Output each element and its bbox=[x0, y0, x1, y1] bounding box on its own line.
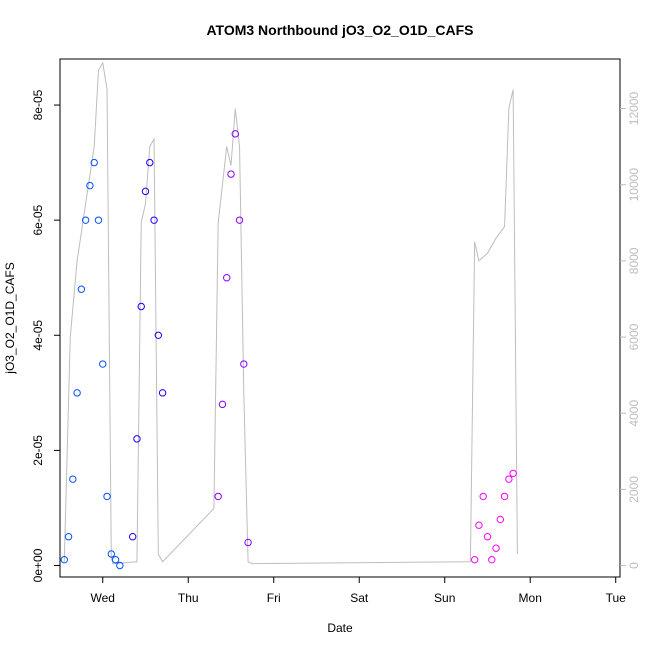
y2-tick-label: 10000 bbox=[627, 168, 641, 202]
data-point bbox=[81, 216, 90, 224]
x-tick-label: Wed bbox=[91, 591, 115, 605]
points-layer bbox=[60, 130, 517, 570]
data-point bbox=[99, 360, 107, 368]
y-axis-label: jO3_O2_O1D_CAFS bbox=[3, 262, 17, 374]
data-point bbox=[235, 216, 244, 224]
data-point bbox=[73, 389, 81, 397]
y-tick-label: 0e+00 bbox=[31, 548, 45, 582]
data-point bbox=[231, 130, 239, 138]
data-point bbox=[488, 556, 496, 564]
data-point bbox=[154, 331, 163, 339]
y-tick-label: 4e-05 bbox=[31, 320, 45, 351]
data-point bbox=[483, 533, 492, 541]
secondary-series-line bbox=[63, 61, 518, 565]
data-point bbox=[133, 435, 141, 443]
data-point bbox=[492, 544, 500, 552]
data-point bbox=[107, 550, 115, 558]
data-point bbox=[86, 181, 94, 190]
data-point bbox=[150, 216, 158, 224]
y-tick-label: 6e-05 bbox=[31, 204, 45, 235]
x-tick-label: Thu bbox=[178, 591, 199, 605]
data-point bbox=[128, 533, 137, 541]
x-tick-label: Fri bbox=[267, 591, 281, 605]
secondary-line-layer bbox=[63, 61, 518, 565]
data-point bbox=[496, 515, 505, 524]
data-point bbox=[94, 216, 103, 224]
chart-title: ATOM3 Northbound jO3_O2_O1D_CAFS bbox=[206, 22, 473, 38]
data-point bbox=[141, 187, 150, 196]
x-tick-label: Sun bbox=[434, 591, 455, 605]
data-point bbox=[479, 492, 487, 501]
y2-tick-label: 6000 bbox=[627, 323, 641, 350]
data-point bbox=[500, 492, 509, 501]
data-point bbox=[475, 521, 483, 529]
data-point bbox=[64, 533, 73, 541]
y-tick-label: 2e-05 bbox=[31, 435, 45, 466]
y2-tick-label: 0 bbox=[627, 562, 641, 569]
data-point bbox=[137, 302, 145, 311]
data-point bbox=[509, 469, 517, 478]
y2-tick-label: 4000 bbox=[627, 400, 641, 427]
y2-tick-label: 12000 bbox=[627, 92, 641, 126]
x-axis: Wed Thu Fri Sat Sun Mon Tue bbox=[91, 577, 627, 605]
y-axis: 0e+00 2e-05 4e-05 6e-05 8e-05 bbox=[31, 89, 60, 582]
y2-tick-label: 2000 bbox=[627, 476, 641, 503]
x-tick-label: Tue bbox=[606, 591, 627, 605]
data-point bbox=[111, 556, 120, 564]
data-point bbox=[227, 170, 235, 178]
data-point bbox=[146, 158, 154, 167]
data-point bbox=[60, 556, 68, 564]
plot-area-frame bbox=[59, 58, 621, 578]
data-point bbox=[218, 400, 227, 409]
x-axis-label: Date bbox=[327, 621, 353, 635]
secondary-y-axis: 0 2000 4000 6000 8000 10000 12000 bbox=[620, 92, 641, 569]
data-point bbox=[214, 492, 222, 501]
data-point bbox=[505, 475, 513, 483]
data-point bbox=[116, 561, 124, 570]
data-point bbox=[69, 475, 77, 483]
data-point bbox=[244, 538, 252, 547]
x-tick-label: Mon bbox=[519, 591, 542, 605]
x-tick-label: Sat bbox=[350, 591, 369, 605]
y2-tick-label: 8000 bbox=[627, 247, 641, 274]
data-point bbox=[240, 360, 248, 368]
y-tick-label: 8e-05 bbox=[31, 89, 45, 120]
data-point bbox=[103, 492, 111, 501]
data-point bbox=[90, 158, 98, 167]
data-point bbox=[470, 556, 479, 564]
data-point bbox=[223, 274, 231, 282]
data-point bbox=[77, 285, 86, 293]
data-point bbox=[158, 389, 167, 397]
